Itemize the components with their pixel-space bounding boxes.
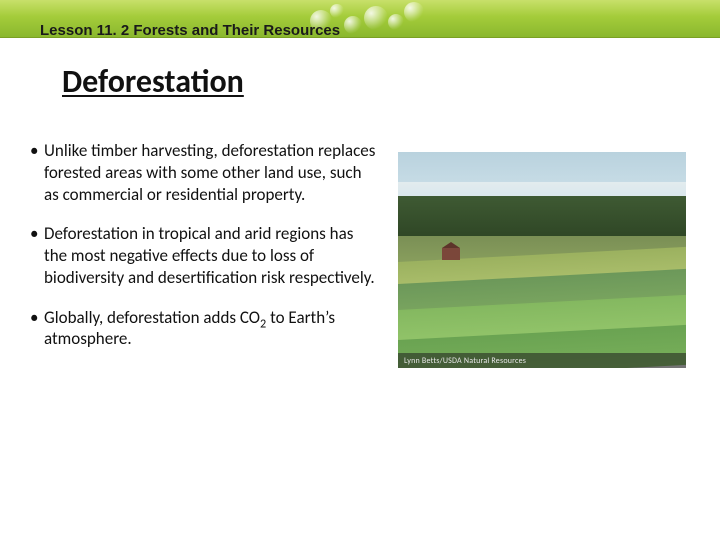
tree-line — [398, 196, 686, 236]
bubble-icon — [404, 2, 424, 22]
page-title: Deforestation — [62, 62, 244, 101]
bubble-icon — [330, 4, 344, 18]
photo-credit: Lynn Betts/USDA Natural Resources — [398, 353, 686, 368]
slide: Lesson 11. 2 Forests and Their Resources… — [0, 0, 720, 540]
bullet-dot-icon: • — [30, 140, 44, 162]
bullet-text: Globally, deforestation adds CO2 to Eart… — [44, 307, 380, 351]
bullet-text: Deforestation in tropical and arid regio… — [44, 223, 380, 288]
barn-icon — [442, 248, 460, 260]
figure-photo: Lynn Betts/USDA Natural Resources — [398, 152, 686, 368]
bullet-dot-icon: • — [30, 307, 44, 329]
bubble-icon — [364, 6, 388, 30]
bullet-dot-icon: • — [30, 223, 44, 245]
bullet-text: Unlike timber harvesting, deforestation … — [44, 140, 380, 205]
list-item: • Unlike timber harvesting, deforestatio… — [30, 140, 380, 205]
list-item: • Globally, deforestation adds CO2 to Ea… — [30, 307, 380, 351]
bullet-list: • Unlike timber harvesting, deforestatio… — [30, 140, 380, 368]
list-item: • Deforestation in tropical and arid reg… — [30, 223, 380, 288]
lesson-label: Lesson 11. 2 Forests and Their Resources — [40, 22, 340, 39]
bubble-icon — [388, 14, 404, 30]
bubble-icon — [344, 16, 362, 34]
